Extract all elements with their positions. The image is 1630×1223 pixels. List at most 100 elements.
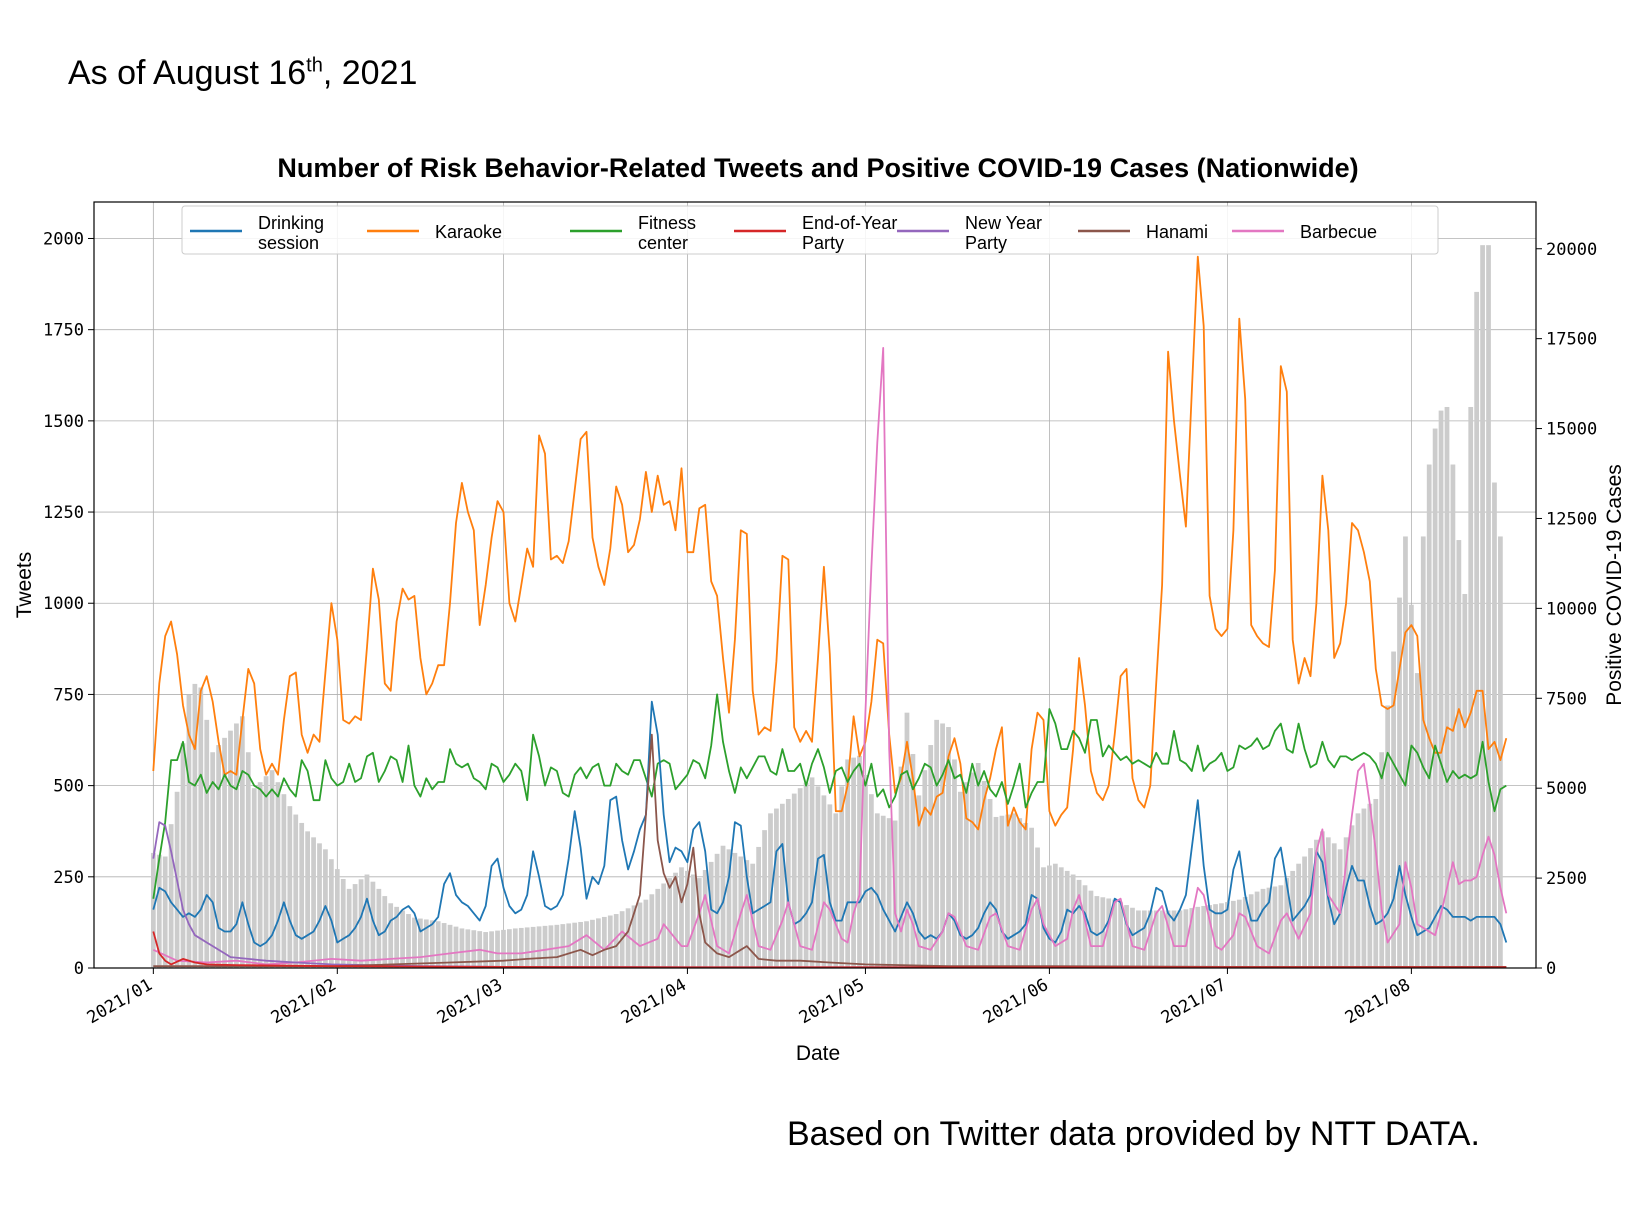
cases-bar xyxy=(281,794,287,968)
cases-bar xyxy=(400,910,405,968)
cases-bar xyxy=(1070,874,1076,968)
cases-bar xyxy=(969,772,975,968)
cases-bar xyxy=(946,727,951,968)
cases-bar xyxy=(1355,813,1361,968)
y-tick-label: 1500 xyxy=(43,412,84,432)
cases-bar xyxy=(423,919,429,968)
cases-bar xyxy=(453,926,459,968)
y-tick-label: 250 xyxy=(53,868,84,888)
cases-bar xyxy=(857,755,862,968)
cases-bar xyxy=(1319,831,1325,968)
cases-bar xyxy=(287,806,293,968)
cases-bar xyxy=(696,878,702,968)
cases-bar xyxy=(1207,905,1212,968)
legend-label-end-of-year-party: End-of-Year xyxy=(802,213,897,233)
cases-bar xyxy=(1159,910,1165,968)
y-tick-label: 750 xyxy=(53,685,84,705)
cases-bar xyxy=(963,782,969,968)
cases-bar xyxy=(1041,867,1046,968)
cases-bar xyxy=(809,777,815,968)
cases-bar xyxy=(358,879,364,968)
cases-bar xyxy=(631,905,637,968)
cases-bar xyxy=(489,931,494,968)
y-tick-label: 1750 xyxy=(43,321,84,341)
cases-bar xyxy=(518,927,524,968)
cases-bar xyxy=(1474,291,1480,968)
cases-bar xyxy=(228,730,233,968)
cases-bar xyxy=(239,716,245,968)
cases-bar xyxy=(1005,814,1011,968)
cases-bar xyxy=(714,853,720,968)
cases-bar xyxy=(874,813,880,968)
cases-bar xyxy=(210,752,216,968)
cases-bar xyxy=(293,814,299,968)
cases-bar xyxy=(1100,897,1106,968)
series-lines xyxy=(152,255,1508,969)
cases-bar xyxy=(1052,863,1058,968)
cases-bar xyxy=(459,928,465,968)
cases-bar xyxy=(726,849,732,968)
cases-bar xyxy=(1225,902,1230,968)
cases-bar xyxy=(774,808,779,968)
y2-tick-label: 7500 xyxy=(1546,689,1587,709)
cases-bar xyxy=(590,919,595,968)
x-tick-label: 2021/08 xyxy=(1342,975,1414,1028)
cases-bar xyxy=(435,921,441,968)
cases-bar xyxy=(305,831,311,968)
y2-tick-label: 10000 xyxy=(1546,599,1597,619)
cases-bar xyxy=(1278,885,1284,968)
cases-bar xyxy=(465,929,471,968)
cases-bar xyxy=(987,798,993,968)
cases-bar xyxy=(1219,903,1224,968)
cases-bar xyxy=(429,920,435,968)
cases-bar xyxy=(952,759,957,968)
cases-bar xyxy=(234,723,239,968)
cases-bar xyxy=(673,872,678,968)
cases-bar xyxy=(999,815,1005,968)
cases-bar xyxy=(1480,245,1485,969)
cases-bar xyxy=(370,881,376,968)
chart-title: Number of Risk Behavior-Related Tweets a… xyxy=(277,153,1358,183)
cases-bar xyxy=(863,775,868,968)
cases-bar xyxy=(649,894,655,968)
y-tick-label: 1250 xyxy=(43,503,84,523)
cases-bar xyxy=(756,846,761,968)
cases-bar xyxy=(245,752,251,968)
cases-bar xyxy=(1314,839,1319,968)
cases-bar xyxy=(192,683,198,968)
cases-bar xyxy=(1094,896,1100,968)
cases-bar xyxy=(975,763,981,968)
cases-bar xyxy=(910,754,916,968)
cases-bar xyxy=(204,719,210,968)
x-tick-label: 2021/01 xyxy=(84,975,156,1028)
cases-bar xyxy=(323,849,328,968)
cases-bar xyxy=(934,719,940,968)
cases-bar xyxy=(744,860,750,968)
cases-bar xyxy=(1302,856,1307,968)
cases-bar xyxy=(1011,813,1017,968)
cases-bar xyxy=(328,859,334,968)
cases-bar xyxy=(839,786,845,968)
cases-bar xyxy=(572,922,578,968)
cases-bar xyxy=(1444,406,1450,968)
series-line-barbecue xyxy=(152,347,1508,966)
cases-bar xyxy=(667,878,672,968)
cases-bar xyxy=(797,788,803,968)
cases-bar xyxy=(1130,907,1135,968)
cases-bar xyxy=(1343,837,1349,968)
cases-bar xyxy=(1136,910,1141,968)
y2-axis-title: Positive COVID-19 Cases xyxy=(1603,464,1626,706)
cases-bar xyxy=(702,870,708,968)
cases-bar xyxy=(1147,910,1153,968)
legend-label-new-year-party: Party xyxy=(965,233,1007,253)
cases-bar xyxy=(613,914,619,968)
cases-bar xyxy=(732,852,738,968)
cases-bar xyxy=(364,874,370,968)
cases-bar xyxy=(601,916,607,968)
cases-bar xyxy=(311,837,316,968)
legend-label-drinking-session: Drinking xyxy=(258,213,324,233)
y2-tick-label: 0 xyxy=(1546,959,1556,979)
cases-bar xyxy=(1492,482,1497,968)
cases-bar xyxy=(418,918,423,968)
